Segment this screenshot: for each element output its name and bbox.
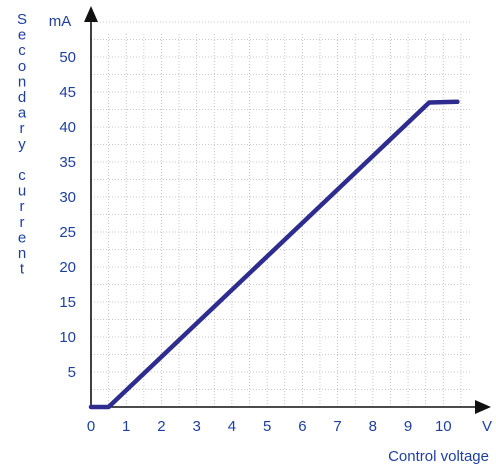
x-tick-label: 6 [298,418,306,435]
y-tick-label: 45 [59,84,76,101]
series-group [88,99,460,410]
x-axis-title: Control voltage [388,448,489,465]
y-unit-label: mA [49,13,72,30]
y-tick-label: 40 [59,119,76,136]
x-tick-label: 0 [87,418,95,435]
y-tick-label: 20 [59,259,76,276]
x-tick-labels: 0 1 2 3 4 5 6 7 8 9 10 [87,418,452,435]
x-tick-label: 3 [193,418,201,435]
x-axis-arrow [475,400,491,414]
y-axis-arrow [84,6,98,22]
axes [84,6,491,414]
x-tick-label: 9 [404,418,412,435]
series-line-0 [88,99,460,410]
y-tick-label: 50 [59,49,76,66]
grid-lines [91,21,471,407]
y-tick-label: 15 [59,294,76,311]
x-tick-label: 1 [122,418,130,435]
y-tick-label: 30 [59,189,76,206]
y-tick-label: 25 [59,224,76,241]
x-tick-label: 2 [157,418,165,435]
x-tick-label: 8 [369,418,377,435]
y-tick-label: 10 [59,329,76,346]
y-tick-label: 5 [68,364,76,381]
x-tick-label: 5 [263,418,271,435]
x-tick-label: 10 [435,418,452,435]
x-unit-label: V [482,418,492,435]
y-tick-labels: 5 10 15 20 25 30 35 40 45 50 [59,49,76,381]
x-tick-label: 4 [228,418,236,435]
x-tick-label: 7 [333,418,341,435]
y-tick-label: 35 [59,154,76,171]
